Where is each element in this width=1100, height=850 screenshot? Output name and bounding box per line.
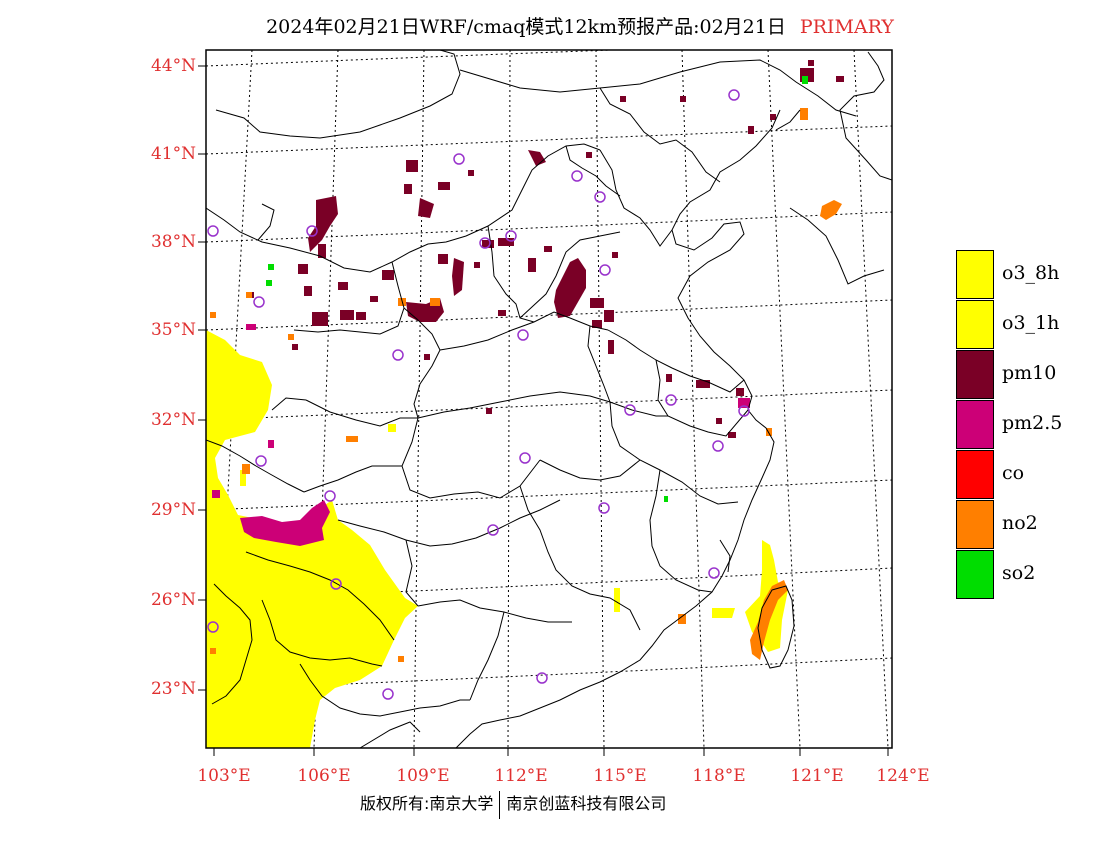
- longitude-gridlines: [213, 50, 889, 748]
- legend-swatch: [956, 250, 994, 299]
- legend-label: no2: [1002, 512, 1038, 534]
- legend-label: co: [1002, 462, 1025, 484]
- lon-label-115e: 115°E: [593, 766, 647, 786]
- copyright-footer: 版权所有:南京大学 南京创蓝科技有限公司: [360, 790, 666, 819]
- longitude-ticks: [213, 748, 889, 756]
- legend-swatch: [956, 300, 994, 349]
- legend-label: pm10: [1002, 362, 1057, 384]
- pm10-area: [248, 60, 844, 438]
- lon-label-118e: 118°E: [692, 766, 746, 786]
- copyright-company: 南京创蓝科技有限公司: [506, 794, 667, 813]
- footer-divider: [499, 790, 501, 819]
- legend-label: o3_1h: [1002, 312, 1060, 334]
- lat-label-26n: 26°N: [150, 590, 196, 610]
- legend-item-pm25: pm2.5: [956, 400, 1086, 450]
- so2-area: [266, 76, 808, 502]
- legend-swatch: [956, 550, 994, 599]
- legend-label: pm2.5: [1002, 412, 1063, 434]
- lat-label-41n: 41°N: [150, 144, 196, 164]
- lon-label-112e: 112°E: [494, 766, 548, 786]
- legend-swatch: [956, 450, 994, 499]
- legend-item-o3-8h: o3_8h: [956, 250, 1086, 300]
- legend-item-co: co: [956, 450, 1086, 500]
- lat-label-29n: 29°N: [150, 500, 196, 520]
- legend-swatch: [956, 350, 994, 399]
- legend-item-so2: so2: [956, 550, 1086, 600]
- lon-label-109e: 109°E: [396, 766, 450, 786]
- legend-swatch: [956, 500, 994, 549]
- lon-label-124e: 124°E: [876, 766, 930, 786]
- legend-label: so2: [1002, 562, 1036, 584]
- no2-area: [210, 108, 842, 662]
- legend-item-o3-1h: o3_1h: [956, 300, 1086, 350]
- legend-label: o3_8h: [1002, 262, 1060, 284]
- latitude-ticks: [198, 65, 206, 691]
- copyright-owner: 版权所有:南京大学: [360, 794, 494, 813]
- title-text: 2024年02月21日WRF/cmaq模式12km预报产品:02月21日: [266, 16, 786, 38]
- lat-label-44n: 44°N: [150, 56, 196, 76]
- title-tag: PRIMARY: [799, 16, 894, 38]
- pm25-area: [212, 324, 750, 546]
- lat-label-23n: 23°N: [150, 679, 196, 699]
- boundaries: [206, 50, 892, 748]
- lat-label-32n: 32°N: [150, 410, 196, 430]
- legend-item-pm10: pm10: [956, 350, 1086, 400]
- lon-label-106e: 106°E: [297, 766, 351, 786]
- lon-label-103e: 103°E: [197, 766, 251, 786]
- map-frame: [205, 49, 893, 749]
- lat-label-38n: 38°N: [150, 232, 196, 252]
- lon-label-121e: 121°E: [790, 766, 844, 786]
- map-title: 2024年02月21日WRF/cmaq模式12km预报产品:02月21日 PRIM…: [150, 12, 1010, 39]
- legend-item-no2: no2: [956, 500, 1086, 550]
- legend-swatch: [956, 400, 994, 449]
- city-markers: [207, 89, 750, 700]
- lat-label-35n: 35°N: [150, 320, 196, 340]
